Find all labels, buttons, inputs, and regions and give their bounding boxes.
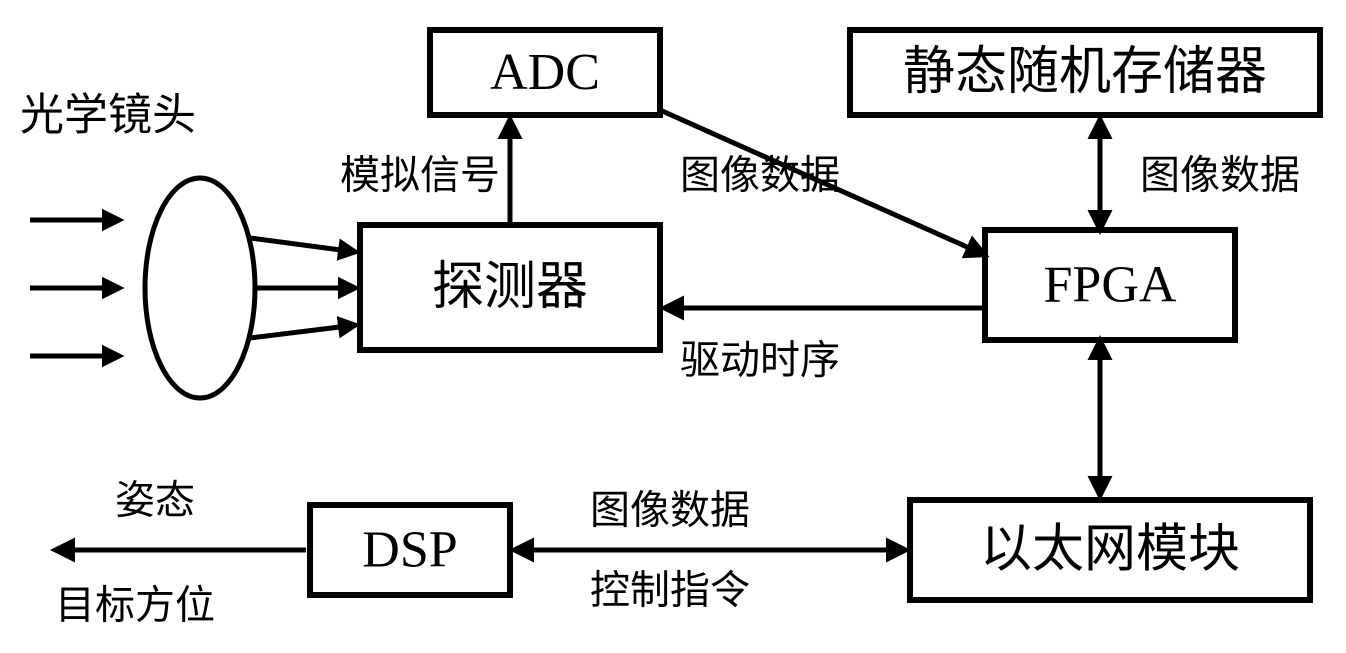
edge-label-bot-eth-dsp: 控制指令 [590, 568, 750, 613]
node-label-adc: ADC [490, 44, 600, 101]
lens-ray-2 [250, 325, 356, 338]
lens-ray-0 [250, 238, 356, 252]
node-label-ethernet: 以太网模块 [980, 522, 1240, 579]
edge-label-adc-fpga: 图像数据 [680, 153, 840, 198]
node-label-detector: 探测器 [432, 259, 588, 316]
node-label-dsp: DSP [362, 522, 457, 579]
dsp-out-label-bot: 目标方位 [55, 583, 215, 628]
lens-title: 光学镜头 [20, 91, 196, 140]
lens-icon [145, 178, 255, 398]
node-label-fpga: FPGA [1044, 257, 1177, 314]
edge-label-top-eth-dsp: 图像数据 [590, 488, 750, 533]
node-label-sram: 静态随机存储器 [903, 44, 1267, 101]
diagram-canvas: 光学镜头ADC静态随机存储器探测器FPGADSP以太网模块模拟信号图像数据驱动时… [0, 0, 1346, 653]
edge-label-fpga-det: 驱动时序 [680, 338, 840, 383]
dsp-out-label-top: 姿态 [115, 478, 195, 523]
edge-label-det-adc: 模拟信号 [340, 153, 500, 198]
edge-label-fpga-sram: 图像数据 [1140, 153, 1300, 198]
